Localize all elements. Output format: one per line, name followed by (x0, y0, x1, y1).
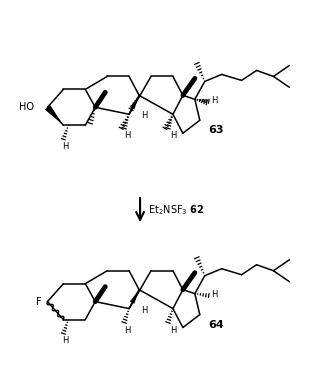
Text: H: H (211, 96, 217, 105)
Text: 64: 64 (208, 320, 223, 329)
Text: H: H (124, 326, 130, 334)
Text: H: H (170, 326, 176, 334)
Text: Et$_2$NSF$_3$ $\mathbf{62}$: Et$_2$NSF$_3$ $\mathbf{62}$ (148, 203, 204, 217)
Text: HO: HO (19, 102, 34, 112)
Text: H: H (141, 111, 147, 120)
Text: H: H (211, 290, 217, 299)
Text: H: H (62, 336, 69, 345)
Text: H: H (62, 142, 69, 151)
Polygon shape (130, 290, 139, 304)
Text: H: H (124, 131, 130, 140)
Text: H: H (170, 131, 176, 140)
Polygon shape (130, 95, 139, 109)
Polygon shape (45, 105, 63, 125)
Text: H: H (141, 306, 147, 315)
Text: F: F (36, 296, 41, 307)
Text: 63: 63 (208, 125, 223, 135)
